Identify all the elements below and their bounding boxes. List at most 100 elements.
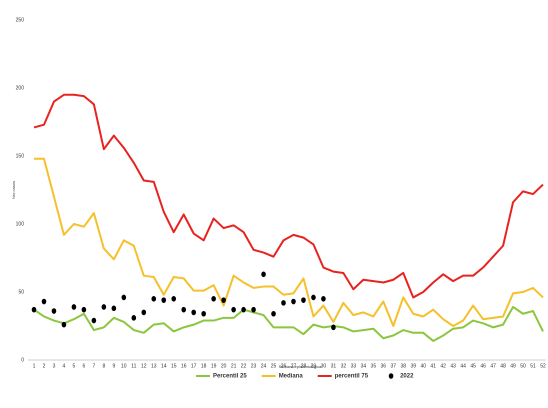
x-tick-label: 29 (311, 363, 317, 369)
x-tick-label: 24 (261, 363, 267, 369)
x-tick-label: 33 (351, 363, 357, 369)
series-line (33, 305, 544, 342)
marker (121, 294, 127, 301)
series-line (33, 93, 544, 299)
marker (41, 298, 47, 305)
x-tick-label: 45 (470, 363, 476, 369)
x-tick-label: 23 (251, 363, 257, 369)
x-tick-label: 10 (121, 363, 127, 369)
x-tick-label: 35 (371, 363, 377, 369)
x-tick-label: 11 (131, 363, 136, 369)
y-tick-label: 150 (16, 153, 25, 159)
legend: Percentil 25 Mediana percentil 75 2022 (196, 373, 414, 380)
marker (201, 310, 206, 317)
marker (251, 306, 256, 313)
x-tick-label: 12 (141, 363, 147, 369)
legend-swatch (388, 373, 394, 379)
x-tick-label: 30 (321, 363, 327, 369)
x-tick-label: 16 (181, 363, 187, 369)
x-tick-label: 7 (92, 363, 95, 369)
x-tick-label: 38 (400, 363, 406, 369)
x-tick-label: 22 (241, 363, 247, 369)
marker (331, 324, 336, 331)
y-tick-label: 200 (16, 85, 25, 91)
legend-label: 2022 (400, 374, 414, 380)
marker (81, 306, 87, 313)
marker (101, 304, 107, 310)
marker (61, 321, 67, 328)
x-tick-label: 13 (151, 363, 157, 369)
marker (181, 306, 187, 313)
x-tick-label: 8 (102, 363, 105, 369)
y-tick-label: 0 (21, 357, 24, 363)
y-tick-label: 50 (18, 289, 24, 295)
x-tick-label: 40 (420, 363, 426, 369)
x-tick-label: 52 (540, 363, 546, 369)
x-tick-label: 17 (191, 363, 197, 369)
x-tick-label: 51 (530, 363, 536, 369)
x-tick-label: 36 (381, 363, 387, 369)
marker (231, 306, 236, 313)
x-tick-label: 25 (271, 363, 277, 369)
x-tick-label: 41 (430, 363, 436, 369)
x-tick-label: 49 (510, 363, 516, 369)
x-tick-label: 2 (43, 363, 46, 369)
x-tick-label: 32 (341, 363, 347, 369)
marker (71, 304, 77, 310)
x-tick-label: 9 (112, 363, 115, 369)
y-axis-label: Nro casos (11, 181, 16, 199)
legend-label: Percentil 25 (213, 374, 247, 380)
marker (91, 317, 97, 324)
x-tick-label: 37 (391, 363, 397, 369)
x-axis-label: Semana epidemiológica (279, 364, 322, 369)
marker (111, 305, 117, 312)
x-tick-label: 43 (450, 363, 456, 369)
marker (301, 297, 306, 303)
marker (31, 306, 37, 313)
x-tick-label: 14 (161, 363, 167, 369)
marker (291, 298, 296, 305)
legend-label: percentil 75 (335, 374, 369, 380)
legend-label: Mediana (279, 374, 304, 380)
x-tick-label: 47 (490, 363, 496, 369)
x-tick-label: 31 (331, 363, 337, 369)
x-tick-label: 19 (211, 363, 217, 369)
marker (161, 297, 167, 303)
y-tick-label: 100 (16, 221, 25, 227)
x-tick-label: 28 (301, 363, 307, 369)
x-tick-label: 26 (281, 363, 287, 369)
marker (261, 271, 266, 278)
x-tick-label: 5 (73, 363, 76, 369)
x-tick-label: 34 (361, 363, 367, 369)
x-tick-label: 1 (33, 363, 36, 369)
x-tick-label: 21 (231, 363, 237, 369)
x-tick-label: 4 (63, 363, 66, 369)
x-tick-label: 44 (460, 363, 466, 369)
marker (281, 300, 286, 306)
marker (171, 296, 177, 302)
marker (311, 294, 316, 301)
x-tick-label: 3 (53, 363, 56, 369)
x-tick-label: 27 (291, 363, 297, 369)
marker (241, 306, 246, 313)
series-line (34, 157, 544, 327)
marker (321, 296, 326, 302)
marker (131, 315, 137, 321)
marker (191, 309, 196, 316)
marker (221, 297, 226, 303)
x-tick-label: 15 (171, 363, 177, 369)
x-tick-label: 20 (221, 363, 227, 369)
marker (271, 310, 276, 317)
marker (151, 296, 157, 302)
marker (211, 296, 216, 302)
y-tick-label: 250 (16, 17, 25, 23)
x-tick-label: 39 (410, 363, 416, 369)
x-tick-label: 18 (201, 363, 207, 369)
x-tick-label: 46 (480, 363, 486, 369)
x-tick-label: 48 (500, 363, 506, 369)
marker (51, 308, 57, 314)
x-tick-label: 6 (83, 363, 86, 369)
x-tick-label: 50 (520, 363, 526, 369)
x-tick-label: 42 (440, 363, 446, 369)
